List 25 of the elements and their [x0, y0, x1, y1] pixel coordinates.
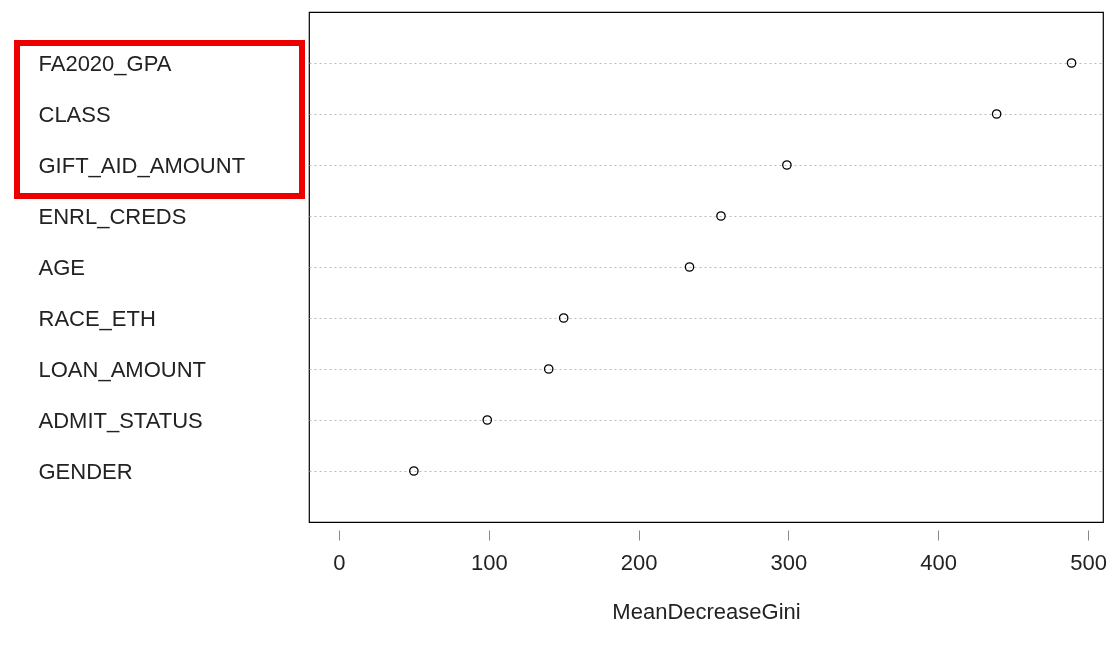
point	[558, 313, 569, 323]
y-tick-label: AGE	[38, 254, 85, 280]
point	[991, 109, 1002, 119]
y-tick-label: GENDER	[38, 458, 133, 484]
y-tick-label: ADMIT_STATUS	[38, 407, 203, 433]
point	[716, 211, 726, 221]
point	[409, 466, 419, 476]
y-tick-label: CLASS	[38, 101, 111, 127]
y-tick-label: ENRL_CREDS	[38, 203, 187, 229]
x-tick-label: 200	[620, 549, 658, 575]
point	[782, 160, 792, 170]
x-axis-title: MeanDecreaseGini	[612, 598, 801, 624]
x-tick-label: 400	[920, 549, 958, 575]
y-tick-label: RACE_ETH	[38, 305, 156, 331]
x-tick-label: 300	[770, 549, 808, 575]
y-tick-label: GIFT_AID_AMOUNT	[38, 152, 246, 178]
x-tick-label: 0	[333, 549, 346, 575]
x-tick-label: 500	[1070, 549, 1107, 575]
point	[1066, 58, 1077, 68]
y-tick-label: FA2020_GPA	[38, 50, 172, 76]
point	[543, 364, 554, 374]
point	[684, 262, 695, 272]
x-tick-label: 100	[470, 549, 508, 575]
point	[482, 415, 493, 425]
y-tick-label: LOAN_AMOUNT	[38, 356, 206, 382]
